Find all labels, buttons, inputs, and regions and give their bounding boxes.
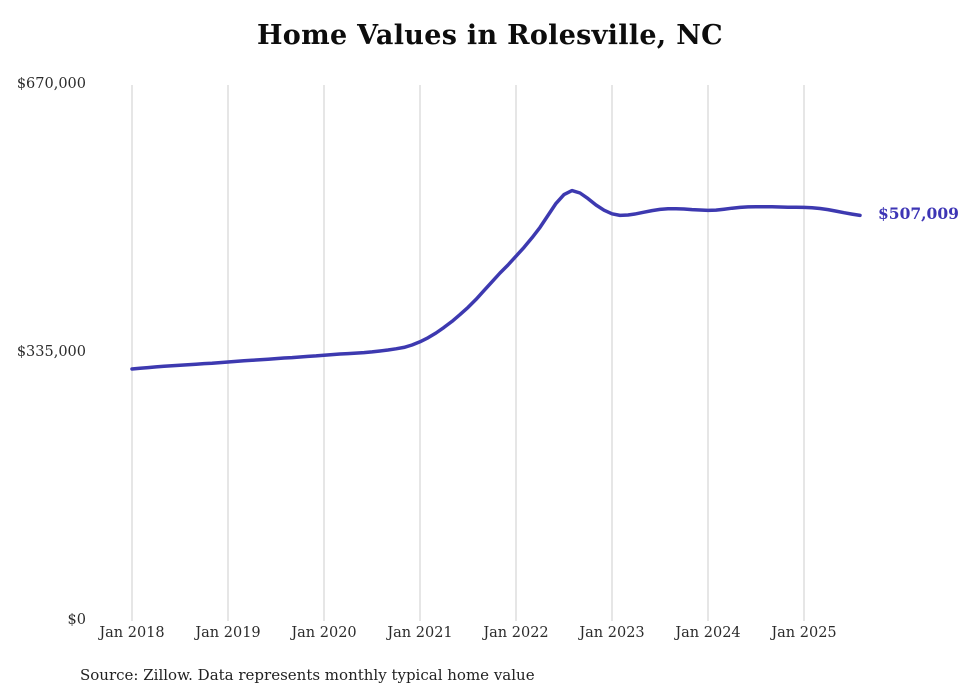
chart-title: Home Values in Rolesville, NC xyxy=(257,20,723,51)
home-value-line-series xyxy=(130,188,862,371)
x-axis-tick-jan-2019: Jan 2019 xyxy=(195,625,261,641)
y-axis-tick-0: $0 xyxy=(67,612,86,628)
x-axis-tick-jan-2024: Jan 2024 xyxy=(675,625,741,641)
x-axis-tick-jan-2021: Jan 2021 xyxy=(387,625,453,641)
y-axis-tick-335000: $335,000 xyxy=(16,344,86,360)
y-axis-tick-670000: $670,000 xyxy=(16,76,86,92)
x-axis-tick-jan-2018: Jan 2018 xyxy=(99,625,165,641)
current-value-label: $507,009 xyxy=(878,204,959,224)
x-axis-tick-jan-2023: Jan 2023 xyxy=(579,625,645,641)
source-note: Source: Zillow. Data represents monthly … xyxy=(80,666,535,684)
x-axis-tick-jan-2020: Jan 2020 xyxy=(291,625,357,641)
x-axis-tick-jan-2025: Jan 2025 xyxy=(771,625,837,641)
x-axis-tick-jan-2022: Jan 2022 xyxy=(483,625,549,641)
